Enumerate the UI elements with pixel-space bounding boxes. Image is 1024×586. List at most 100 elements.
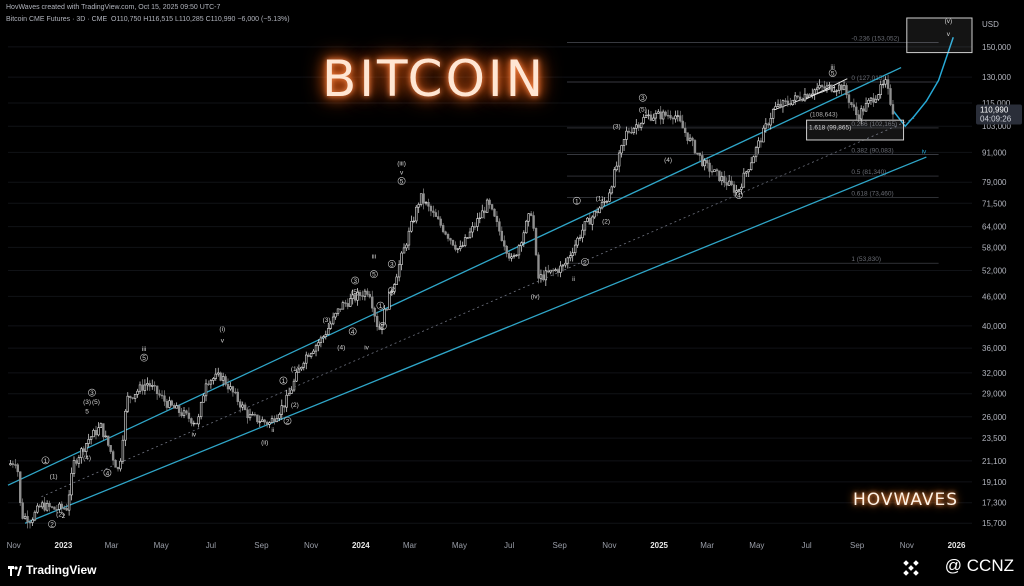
candle-body [713, 169, 716, 172]
candle-body [688, 137, 692, 141]
fib-level-label: 0.236 (102,165) [851, 121, 897, 128]
candle-body [564, 262, 567, 266]
x-tick-label: Sep [553, 541, 568, 550]
candle-body [852, 104, 856, 108]
candle-body [605, 201, 609, 203]
candle-body [67, 494, 71, 511]
candle-body [236, 391, 239, 402]
y-tick-label: 46,000 [982, 292, 1007, 301]
candle-body [405, 244, 408, 249]
candle-body [131, 397, 134, 399]
wave-circle [48, 520, 56, 529]
candle-body [473, 226, 477, 228]
candle-body [45, 502, 49, 511]
candle-body [737, 189, 741, 191]
candle-body [608, 192, 611, 202]
candle-body [774, 106, 777, 110]
candle-body [720, 176, 724, 182]
wave-label: v [221, 337, 225, 344]
candle-body [202, 395, 205, 403]
channel-midline [41, 117, 915, 498]
candle-body [637, 124, 640, 128]
candle-body [126, 395, 129, 412]
x-tick-label: 2023 [55, 541, 73, 550]
candle-body [104, 435, 107, 438]
candle-body [578, 237, 582, 239]
candle-body [598, 207, 601, 214]
candle-body [170, 400, 173, 406]
candle-body [209, 380, 213, 385]
candle-body [180, 412, 183, 416]
wave-circle [283, 416, 292, 425]
candle-body [297, 368, 301, 373]
y-tick-label: 32,000 [982, 369, 1007, 378]
candle-body [258, 421, 261, 423]
candle-body [329, 323, 332, 329]
candle-body [644, 115, 648, 118]
candle-body [146, 383, 149, 386]
candle-body [36, 505, 39, 513]
candle-body [129, 395, 132, 398]
candle-body [437, 216, 440, 220]
candle-body [617, 152, 621, 167]
wave-label: 1 [379, 303, 383, 310]
y-tick-label: 23,500 [982, 434, 1007, 443]
currency-label[interactable]: USD [982, 20, 999, 29]
candle-body [429, 205, 433, 212]
wave-label: 3 [390, 261, 394, 268]
wave-label: (2) [602, 218, 610, 225]
candle-body [155, 385, 159, 395]
candle-body [427, 201, 430, 207]
candle-body [138, 384, 142, 392]
candle-body [72, 460, 76, 474]
candle-body [705, 160, 709, 164]
y-tick-label: 15,700 [982, 519, 1007, 528]
candle-body [234, 391, 237, 394]
wave-label: iv [922, 149, 927, 156]
candle-body [745, 171, 748, 174]
tradingview-logo[interactable]: TradingView [26, 563, 97, 577]
last-price-badge [976, 104, 1022, 125]
candle-body [776, 103, 780, 107]
candle-body [268, 422, 271, 425]
candle-body [285, 394, 288, 408]
candle-body [503, 240, 506, 247]
candle-body [471, 226, 474, 233]
candle-body [253, 414, 257, 416]
candle-body [483, 210, 486, 213]
candle-body [9, 463, 12, 466]
candle-body [556, 269, 560, 273]
candle-body [124, 410, 127, 441]
candle-body [488, 199, 491, 205]
candle-body [576, 237, 579, 246]
candle-body [182, 410, 186, 416]
candle-body [769, 118, 772, 126]
candle-body [251, 414, 254, 416]
candle-body [459, 246, 462, 250]
candle-body [373, 307, 376, 317]
symbol-name[interactable]: Bitcoin CME Futures · 3D · CME [6, 16, 108, 23]
created-line: HovWaves created with TradingView.com, O… [6, 4, 221, 11]
candle-body [749, 162, 753, 170]
candle-body [283, 405, 286, 408]
x-tick-label: 2026 [948, 541, 966, 550]
candle-body [561, 264, 565, 267]
candle-body [356, 292, 359, 301]
candle-body [889, 88, 892, 105]
wave-label: 4 [351, 329, 355, 336]
candle-body [55, 509, 59, 511]
candle-body [747, 169, 750, 173]
candle-body [686, 132, 689, 141]
candle-body [573, 244, 577, 254]
candle-body [666, 114, 670, 117]
wave-circle [279, 376, 288, 385]
y-tick-label: 26,000 [982, 413, 1007, 422]
wave-label: 2 [62, 513, 66, 520]
target-box [906, 17, 973, 54]
candle-body [820, 85, 824, 88]
candle-body [771, 109, 775, 119]
candle-body [762, 127, 765, 143]
candle-body [698, 152, 702, 156]
candle-body [385, 308, 389, 311]
